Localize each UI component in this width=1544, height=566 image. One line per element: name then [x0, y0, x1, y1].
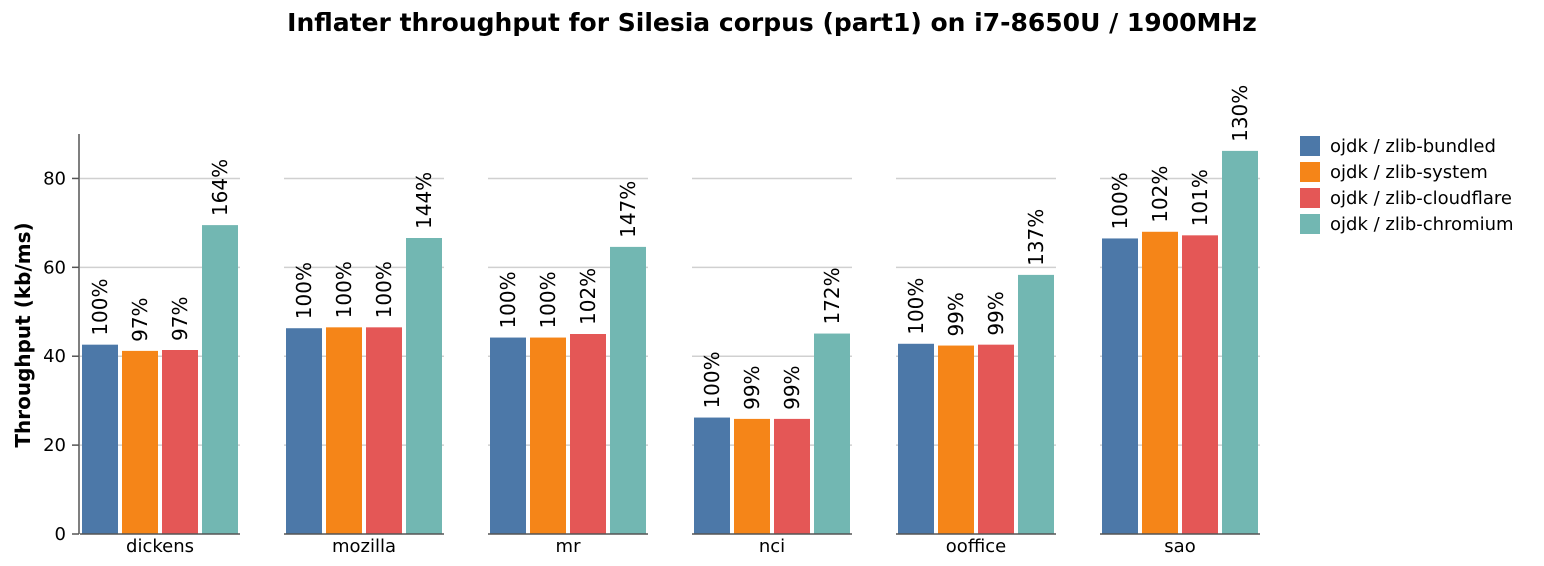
bar-sao-3 — [1222, 150, 1258, 534]
bar-nci-3 — [814, 333, 850, 534]
legend-label: ojdk / zlib-chromium — [1330, 214, 1514, 235]
bar-mozilla-1 — [326, 327, 362, 534]
data-label: 100% — [1108, 172, 1132, 229]
legend-swatch — [1300, 136, 1320, 156]
bar-ooffice-1 — [938, 345, 974, 534]
bar-nci-2 — [774, 418, 810, 534]
bar-mr-2 — [570, 334, 606, 534]
bar-mr-0 — [490, 337, 526, 534]
data-label: 100% — [700, 351, 724, 408]
chart-title: Inflater throughput for Silesia corpus (… — [287, 8, 1257, 37]
data-label: 100% — [496, 271, 520, 328]
category-label: sao — [1164, 536, 1195, 557]
bar-dickens-1 — [122, 350, 158, 534]
data-label: 97% — [128, 297, 152, 341]
bar-mozilla-2 — [366, 327, 402, 534]
bar-sao-0 — [1102, 238, 1138, 534]
data-label: 99% — [944, 292, 968, 336]
legend: ojdk / zlib-bundled ojdk / zlib-system ojd… — [1300, 136, 1514, 235]
axes: 0 20 40 60 80 dickens mozilla mr nci ooffice sao — [43, 134, 1260, 557]
bar-nci-1 — [734, 418, 770, 534]
legend-swatch — [1300, 214, 1320, 234]
data-label: 130% — [1228, 85, 1252, 142]
data-label: 100% — [372, 261, 396, 318]
y-tick-label: 0 — [55, 524, 66, 545]
data-label: 102% — [1148, 166, 1172, 223]
category-label: dickens — [126, 536, 194, 557]
data-label: 147% — [616, 181, 640, 238]
category-label: mozilla — [332, 536, 396, 557]
data-label: 100% — [536, 271, 560, 328]
data-label: 100% — [904, 278, 928, 335]
data-label: 101% — [1188, 169, 1212, 226]
y-axis-label: Throughput (kb/ms) — [11, 222, 35, 447]
y-tick-label: 20 — [43, 435, 66, 456]
bars — [82, 150, 1258, 535]
bar-mr-1 — [530, 337, 566, 534]
data-labels: 100% 97% 97% 164% 100% 100% 100% 144% 100% 100% 10… — [88, 85, 1252, 410]
data-label: 100% — [88, 278, 112, 335]
legend-label: ojdk / zlib-system — [1330, 162, 1488, 183]
data-label: 137% — [1024, 209, 1048, 266]
data-label: 97% — [168, 297, 192, 341]
data-label: 100% — [292, 262, 316, 319]
data-label: 172% — [820, 267, 844, 324]
legend-swatch — [1300, 162, 1320, 182]
bar-sao-2 — [1182, 235, 1218, 535]
data-label: 164% — [208, 159, 232, 216]
data-label: 144% — [412, 172, 436, 229]
bar-sao-1 — [1142, 231, 1178, 534]
data-label: 99% — [740, 365, 764, 409]
bar-mozilla-0 — [286, 328, 322, 534]
bar-mr-3 — [610, 246, 646, 534]
data-label: 102% — [576, 268, 600, 325]
data-label: 100% — [332, 261, 356, 318]
y-tick-label: 60 — [43, 257, 66, 278]
bar-ooffice-3 — [1018, 274, 1054, 534]
legend-label: ojdk / zlib-bundled — [1330, 136, 1496, 157]
legend-swatch — [1300, 188, 1320, 208]
data-label: 99% — [984, 291, 1008, 335]
category-label: ooffice — [946, 536, 1006, 557]
bar-ooffice-0 — [898, 343, 934, 534]
bar-ooffice-2 — [978, 344, 1014, 534]
bar-dickens-0 — [82, 344, 118, 534]
legend-label: ojdk / zlib-cloudflare — [1330, 188, 1512, 209]
bar-dickens-2 — [162, 350, 198, 534]
y-tick-label: 40 — [43, 346, 66, 367]
y-tick-label: 80 — [43, 168, 66, 189]
grid-lines — [80, 177, 1260, 446]
bar-nci-0 — [694, 417, 730, 534]
data-label: 99% — [780, 365, 804, 409]
category-label: nci — [759, 536, 785, 557]
category-label: mr — [556, 536, 582, 557]
bar-dickens-3 — [202, 225, 238, 534]
bar-mozilla-3 — [406, 238, 442, 534]
